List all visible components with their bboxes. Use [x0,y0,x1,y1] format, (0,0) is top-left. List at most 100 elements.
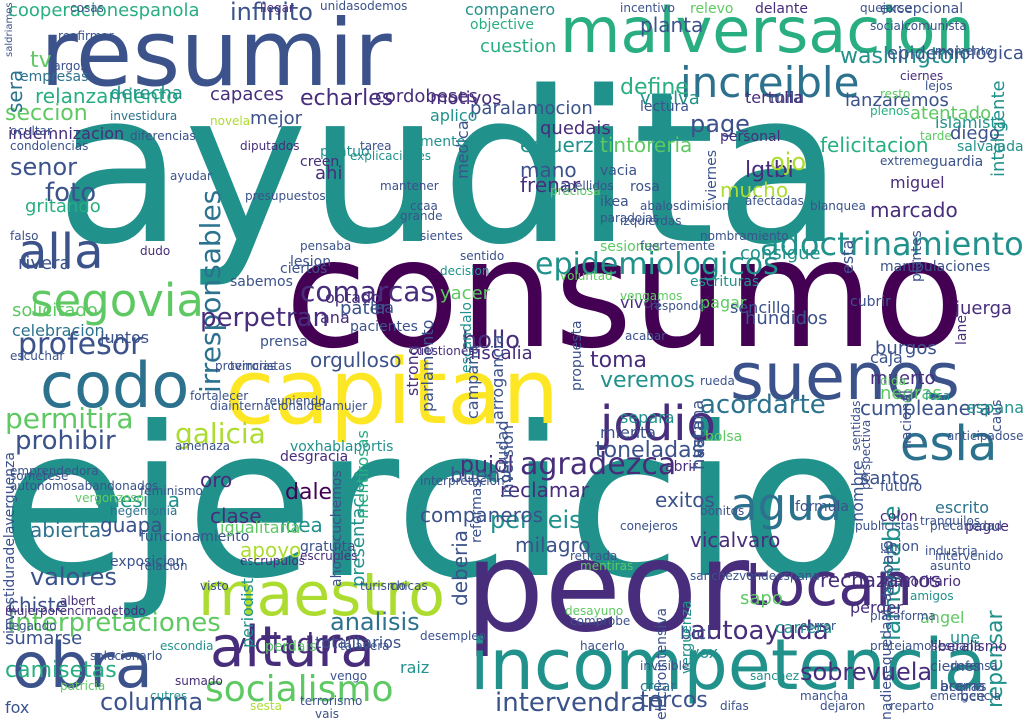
word-sobrevuela: sobrevuela [800,658,933,686]
word-motivos: motivos [430,88,502,109]
word-quedais: quedais [540,118,611,139]
word-precariedad: precariedad [930,519,1002,533]
word-vacia: vacia [600,163,638,179]
word-escruples: escruples [300,549,358,563]
word-toneladas: toneladas [595,438,704,463]
word-sientes: sientes [420,229,463,243]
word-peor: peor [465,515,750,660]
word-escuchar: escuchar [10,349,65,363]
word-incompetencia: incompetencia [470,624,987,706]
word-cooperacionespanola: cooperacionespanola [8,0,200,21]
word-ahorrocuchemos: ahorrocuchemos [329,470,345,587]
word-cuestion: cuestion [480,36,557,57]
word-diainternacionaldelamujer: diainternacionaldelamujer [210,399,368,413]
word-echarles: echarles [300,86,394,111]
word-reafirmar: reafirmar [58,29,114,43]
word-companero: companero [465,0,556,19]
word-ayudar: ayudar [170,169,212,183]
word-negras: negras [880,383,942,404]
word-diferencias: diferencias [130,129,196,143]
word-voxhablaportis: voxhablaportis [290,439,394,455]
word-ciudad: ciudad [493,420,512,475]
word-socialcomunista: socialcomunista [870,19,967,33]
word-perder: perder [850,598,903,617]
word-responde: responde [650,299,706,313]
word-esfuerzo: esfuerzo [520,133,606,157]
word-colon: colon [880,509,918,525]
word-nombramiento: nombramiento [700,229,789,243]
word-columna: columna [100,688,204,716]
word-relacion: relacion [140,559,188,573]
word-permitira: permitira [5,402,134,435]
word-camisetas: camisetas [5,658,117,683]
word-tv: tv [30,48,52,73]
word-foto: foto [45,178,97,208]
word-retirada: retirada [570,549,618,563]
word-reuniendo: reuniendo [265,394,326,408]
word-buena: buena [450,463,513,487]
word-resumir: resumir [40,0,392,107]
word-capaces: capaces [210,84,284,105]
word-carrera: carrera [775,618,833,637]
word-nacional: nacional [899,390,915,449]
word-visto: visto [200,579,229,593]
word-hegemonia: hegemonia [110,504,178,518]
word-apoyo: apoyo [240,538,302,562]
word-igualitaria: igualitaria [220,518,301,537]
word-puntuo: puntuo [320,144,370,160]
word-presupuestos: presupuestos [245,189,326,203]
word-agua: agua [730,478,843,531]
word-reparto: reparto [890,699,935,713]
word-caus: caus [989,399,1005,432]
word-milagro: milagro [515,533,591,557]
word-nadiesequedaatras: nadiesequedaatras [879,585,895,720]
word-escrupulos: escrupulos [240,554,305,568]
word-perspectiva: perspectiva [859,419,873,490]
word-defensa: defensa [950,659,998,673]
word-excepcional: excepcional [880,1,964,17]
word-autonomosabandonados: autonomosabandonados [10,479,159,493]
word-vengo: vengo [330,669,368,683]
word-solicitado: solicitado [12,300,98,321]
word-ciernes: ciernes [900,69,944,83]
word-alla: alla [18,224,104,280]
word-prensa: prensa [260,334,308,350]
word-explicaciones: explicaciones [350,149,432,163]
word-acordarte: acordarte [700,390,826,420]
word-washington: washington [840,44,967,69]
word-condolencias: condolencias [10,139,89,153]
word-paralamocion: paralamocion [470,98,593,119]
word-campana: campaña [463,344,482,419]
word-manipulaciones: manipulaciones [880,259,991,275]
word-intervenido: intervenido [935,549,1004,563]
word-increible: increible [680,58,860,107]
word-tranquilos: tranquilos [920,514,981,528]
word-sumarse: sumarse [5,628,83,649]
word-altura: altura [210,615,375,680]
word-protejamosespana: protejamosespana [870,639,982,653]
word-agradezca: agradezca [520,447,677,482]
word-sanchezvendeespana: sanchezvendeespana [690,569,820,583]
word-mentiras: mentiras [580,559,634,573]
word-celebracion: celebracion [12,321,105,340]
word-comarcas: comarcas [300,275,435,308]
word-falso: falso [10,229,39,243]
word-tarde: tarde [920,129,952,143]
word-novela: novela [210,114,251,128]
word-diego: diego [950,123,1000,144]
word-maestro: maestro [198,560,445,630]
word-infinito: infinito [230,0,313,26]
word-hundidos: hundidos [745,308,828,329]
word-vengamos: vengamos [620,289,683,303]
word-mucho: mucho [720,178,789,202]
word-pater: pater [340,298,388,319]
word-hacerlo: hacerlo [580,639,625,653]
word-turismo: turismo [360,579,406,593]
word-rechazamos: rechazamos [820,568,941,592]
word-santos: santos [860,468,920,489]
word-reclamar: reclamar [500,478,589,502]
word-galicia: galicia [175,417,266,450]
word-propuesta: propuesta [569,320,585,391]
word-pacientes: pacientes [350,319,418,335]
word-pagar: pagar [700,293,747,312]
